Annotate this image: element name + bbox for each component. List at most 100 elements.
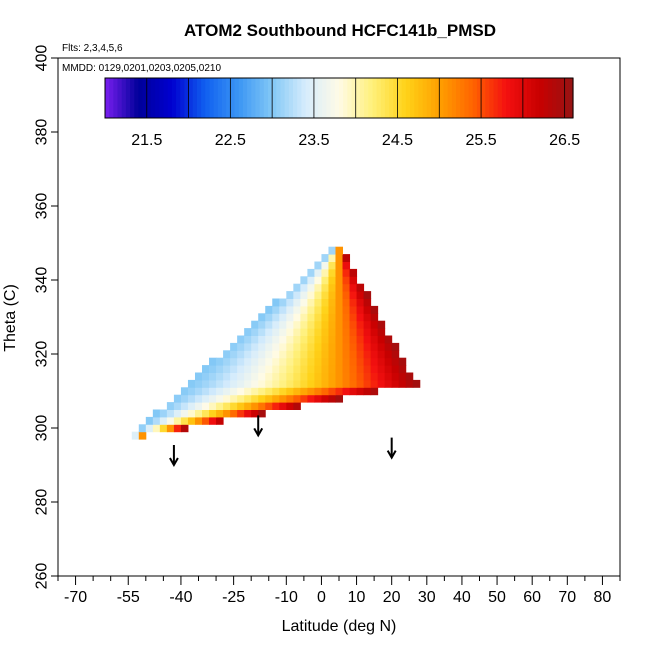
heatmap-cell bbox=[237, 350, 245, 359]
heatmap-cell bbox=[412, 379, 421, 388]
colorbar-segment bbox=[468, 78, 474, 118]
heatmap-cell bbox=[356, 320, 365, 329]
heatmap-cell bbox=[244, 328, 252, 336]
heatmap-cell bbox=[377, 379, 386, 388]
colorbar-segment bbox=[443, 78, 449, 118]
heatmap-cell bbox=[300, 305, 308, 314]
heatmap-cell bbox=[286, 379, 294, 388]
heatmap-cell bbox=[349, 387, 358, 396]
heatmap-cell bbox=[244, 379, 252, 388]
heatmap-cell bbox=[180, 402, 189, 410]
heatmap-cell bbox=[307, 283, 315, 292]
heatmap-cell bbox=[230, 342, 238, 351]
heatmap-cell bbox=[335, 291, 344, 299]
heatmap-cell bbox=[321, 261, 329, 270]
heatmap-cell bbox=[223, 402, 231, 410]
heatmap-cell bbox=[349, 283, 358, 292]
heatmap-cell bbox=[258, 379, 266, 388]
heatmap-cell bbox=[223, 372, 231, 381]
heatmap-field bbox=[131, 246, 421, 440]
heatmap-cell bbox=[187, 409, 196, 418]
heatmap-cell bbox=[342, 320, 351, 329]
heatmap-cell bbox=[187, 387, 196, 396]
x-tick-label: -55 bbox=[117, 589, 140, 606]
heatmap-cell bbox=[216, 357, 224, 366]
heatmap-cell bbox=[342, 372, 351, 381]
heatmap-cell bbox=[314, 335, 322, 344]
heatmap-cell bbox=[349, 357, 358, 366]
heatmap-cell bbox=[300, 335, 308, 344]
heatmap-cell bbox=[349, 276, 358, 285]
colorbar-segment bbox=[451, 78, 457, 118]
heatmap-cell bbox=[363, 298, 372, 307]
heatmap-cell bbox=[244, 357, 252, 366]
heatmap-cell bbox=[335, 320, 344, 329]
colorbar-segment bbox=[326, 78, 332, 118]
heatmap-cell bbox=[356, 291, 365, 299]
heatmap-cell bbox=[293, 387, 301, 396]
heatmap-cell bbox=[194, 402, 203, 410]
heatmap-cell bbox=[349, 305, 358, 314]
heatmap-cell bbox=[209, 409, 217, 418]
heatmap-cell bbox=[159, 416, 168, 425]
colorbar-segment bbox=[464, 78, 470, 118]
heatmap-cell bbox=[166, 424, 175, 433]
heatmap-cell bbox=[363, 357, 372, 366]
heatmap-cell bbox=[356, 365, 365, 373]
heatmap-cell bbox=[370, 357, 379, 366]
colorbar-tick-label: 26.5 bbox=[549, 132, 580, 149]
heatmap-cell bbox=[328, 365, 336, 373]
heatmap-cell bbox=[356, 283, 365, 292]
heatmap-cell bbox=[265, 328, 273, 336]
heatmap-cell bbox=[314, 394, 322, 403]
colorbar-segment bbox=[226, 78, 231, 118]
heatmap-cell bbox=[237, 335, 245, 344]
heatmap-cell bbox=[391, 365, 400, 373]
heatmap-cell bbox=[307, 291, 315, 299]
colorbar: 21.5 22.5 23.5 24.5 25.5 26.5 bbox=[104, 77, 580, 149]
y-tick-label: 320 bbox=[34, 341, 51, 368]
heatmap-cell bbox=[244, 387, 252, 396]
heatmap-cell bbox=[138, 431, 147, 440]
heatmap-cell bbox=[342, 313, 351, 322]
heatmap-cell bbox=[279, 402, 287, 410]
heatmap-cell bbox=[384, 372, 393, 381]
colorbar-segment bbox=[259, 78, 265, 118]
x-tick-label: 50 bbox=[488, 589, 506, 606]
heatmap-cell bbox=[300, 357, 308, 366]
heatmap-cell bbox=[314, 283, 322, 292]
heatmap-cell bbox=[321, 365, 329, 373]
heatmap-cell bbox=[293, 350, 301, 359]
colorbar-segment bbox=[418, 78, 424, 118]
heatmap-cell bbox=[265, 365, 273, 373]
colorbar-tick-label: 21.5 bbox=[131, 132, 162, 149]
heatmap-cell bbox=[307, 387, 315, 396]
heatmap-cell bbox=[258, 313, 266, 322]
heatmap-cell bbox=[335, 365, 344, 373]
heatmap-cell bbox=[370, 342, 379, 351]
colorbar-segment bbox=[364, 78, 369, 118]
heatmap-cell bbox=[258, 394, 266, 403]
heatmap-cell bbox=[265, 335, 273, 344]
heatmap-cell bbox=[342, 387, 351, 396]
colorbar-segment bbox=[552, 78, 557, 118]
colorbar-segment bbox=[222, 78, 227, 118]
colorbar-segment bbox=[556, 78, 562, 118]
colorbar-segment bbox=[267, 78, 273, 118]
heatmap-cell bbox=[335, 268, 344, 277]
colorbar-segment bbox=[171, 78, 177, 118]
heatmap-cell bbox=[314, 261, 322, 270]
colorbar-segment bbox=[121, 78, 127, 118]
heatmap-cell bbox=[173, 424, 182, 433]
heatmap-cell bbox=[187, 416, 196, 425]
heatmap-cell bbox=[202, 416, 210, 425]
heatmap-cell bbox=[279, 387, 287, 396]
heatmap-cell bbox=[152, 424, 161, 433]
heatmap-cell bbox=[272, 313, 280, 322]
heatmap-cell bbox=[349, 328, 358, 336]
heatmap-cell bbox=[265, 372, 273, 381]
colorbar-segment bbox=[568, 78, 574, 118]
heatmap-cell bbox=[272, 357, 280, 366]
heatmap-cell bbox=[173, 394, 182, 403]
heatmap-cell bbox=[251, 335, 259, 344]
